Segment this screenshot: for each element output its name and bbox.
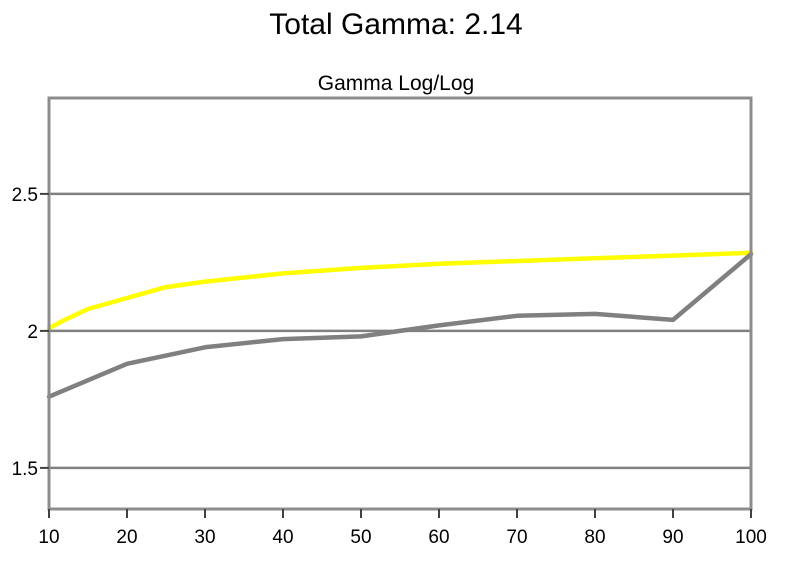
x-tick-label: 20: [116, 527, 137, 548]
y-tick-label: 1.5: [12, 459, 38, 480]
measured-gamma-line: [46, 251, 754, 399]
x-tick-label: 10: [38, 527, 59, 548]
x-tick-label: 50: [350, 527, 371, 548]
x-tick-label: 70: [506, 527, 527, 548]
target-gamma-line: [46, 250, 754, 331]
x-tick-label: 100: [735, 527, 767, 548]
x-tick-label: 90: [662, 527, 683, 548]
plot-frame: [47, 96, 753, 511]
x-tick-label: 30: [194, 527, 215, 548]
chart-subtitle: Gamma Log/Log: [317, 72, 475, 95]
y-tick-label: 2.5: [12, 185, 38, 206]
x-tick-label: 40: [272, 527, 293, 548]
chart-main-title: Total Gamma: 2.14: [269, 8, 523, 41]
x-tick-label: 60: [428, 527, 449, 548]
x-tick-label: 80: [584, 527, 605, 548]
y-tick-label: 2: [27, 322, 38, 343]
